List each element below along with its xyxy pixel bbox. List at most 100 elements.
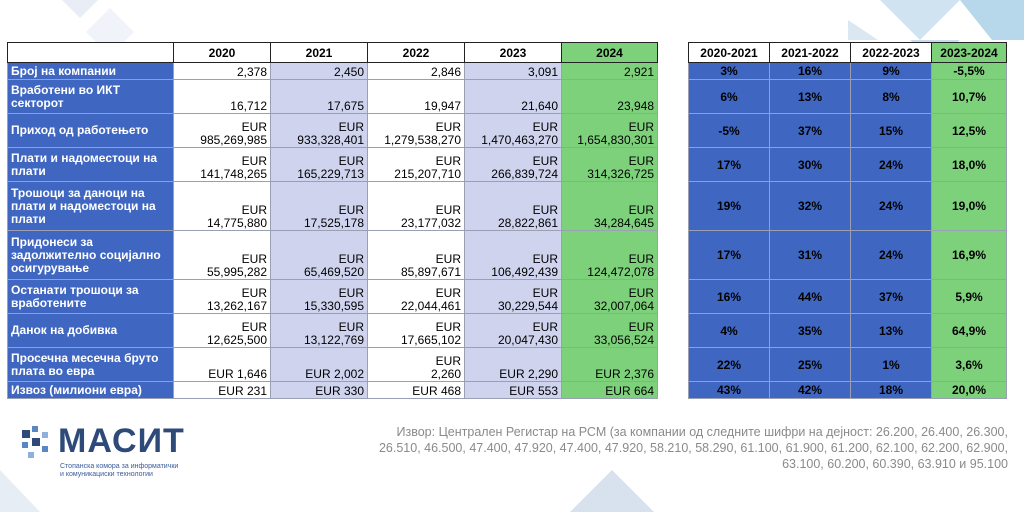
growth-cell: 42%: [769, 381, 851, 399]
header-period: 2020-2021: [688, 42, 770, 63]
value-cell: EUR 165,229,713: [270, 147, 368, 182]
header-year-highlight: 2024: [561, 42, 658, 63]
growth-cell: -5%: [688, 113, 770, 148]
value-cell: EUR 17,525,178: [270, 181, 368, 231]
logo-mark-icon: [22, 426, 48, 458]
ict-stats-table: 2020 2021 2022 2023 2024 Број на компани…: [7, 42, 658, 399]
growth-cell: 9%: [850, 62, 932, 80]
value-cell-highlight: EUR 664: [561, 381, 658, 399]
growth-cell: 43%: [688, 381, 770, 399]
table-row: Останати трошоци за вработените EUR 13,262,…: [7, 279, 658, 314]
growth-cell: 25%: [769, 347, 851, 382]
value-cell: 17,675: [270, 79, 368, 114]
pct-row: 16% 44% 37% 5,9%: [688, 279, 1007, 314]
growth-cell: 17%: [688, 230, 770, 280]
row-label: Данок на добивка: [7, 313, 174, 348]
pct-header-row: 2020-2021 2021-2022 2022-2023 2023-2024: [688, 42, 1007, 63]
value-cell: EUR 2,002: [270, 347, 368, 382]
header-year: 2020: [173, 42, 271, 63]
table-row: Плати и надоместоци на плати EUR 141,748,26…: [7, 147, 658, 182]
growth-cell: 19%: [688, 181, 770, 231]
source-line: 63.100, 60.200, 60.390, 63.910 и 95.100: [782, 457, 1008, 471]
growth-cell-highlight: 10,7%: [931, 79, 1007, 114]
growth-cell: 37%: [769, 113, 851, 148]
growth-cell-highlight: 19,0%: [931, 181, 1007, 231]
value-cell: EUR 231: [173, 381, 271, 399]
pct-row: 19% 32% 24% 19,0%: [688, 181, 1007, 231]
value-cell: EUR 20,047,430: [464, 313, 562, 348]
growth-cell: 4%: [688, 313, 770, 348]
growth-cell: 1%: [850, 347, 932, 382]
pct-row: -5% 37% 15% 12,5%: [688, 113, 1007, 148]
logo-subtitle: Стопанска комора за информатички и комун…: [60, 463, 179, 478]
growth-cell: 24%: [850, 230, 932, 280]
value-cell: EUR 17,665,102: [367, 313, 465, 348]
value-cell-highlight: EUR 124,472,078: [561, 230, 658, 280]
growth-cell-highlight: 64,9%: [931, 313, 1007, 348]
value-cell: 3,091: [464, 62, 562, 80]
value-cell: EUR 13,262,167: [173, 279, 271, 314]
table-row: Број на компании 2,378 2,450 2,846 3,091 2,92…: [7, 62, 658, 80]
growth-cell: 18%: [850, 381, 932, 399]
value-cell: EUR 106,492,439: [464, 230, 562, 280]
value-cell-highlight: EUR 2,376: [561, 347, 658, 382]
value-cell: EUR 330: [270, 381, 368, 399]
header-year: 2021: [270, 42, 368, 63]
value-cell: EUR 15,330,595: [270, 279, 368, 314]
value-cell: EUR 1,646: [173, 347, 271, 382]
growth-cell: 13%: [769, 79, 851, 114]
growth-cell: 16%: [688, 279, 770, 314]
table-row: Придонеси за задолжително социјално осигур…: [7, 230, 658, 280]
value-cell: EUR 65,469,520: [270, 230, 368, 280]
growth-cell: 13%: [850, 313, 932, 348]
table-row: Данок на добивка EUR 12,625,500 EUR 13,122,7…: [7, 313, 658, 348]
pct-row: 43% 42% 18% 20,0%: [688, 381, 1007, 399]
table-row: Трошоци за даноци на плати и надоместоци …: [7, 181, 658, 231]
value-cell: EUR 13,122,769: [270, 313, 368, 348]
header-year: 2023: [464, 42, 562, 63]
growth-cell: 16%: [769, 62, 851, 80]
logo-wordmark: МАСИТ: [58, 422, 185, 460]
header-year: 2022: [367, 42, 465, 63]
value-cell: EUR 22,044,461: [367, 279, 465, 314]
value-cell: EUR 2,290: [464, 347, 562, 382]
growth-cell: 6%: [688, 79, 770, 114]
growth-cell-highlight: 18,0%: [931, 147, 1007, 182]
value-cell: EUR 553: [464, 381, 562, 399]
header-blank-cell: [7, 42, 174, 63]
header-period: 2021-2022: [769, 42, 851, 63]
masit-logo: МАСИТ Стопанска комора за информатички и…: [20, 422, 260, 482]
row-label: Плати и надоместоци на плати: [7, 147, 174, 182]
value-cell: 16,712: [173, 79, 271, 114]
growth-cell: 37%: [850, 279, 932, 314]
growth-cell: 30%: [769, 147, 851, 182]
value-cell: EUR 23,177,032: [367, 181, 465, 231]
value-cell: EUR 2,260: [367, 347, 465, 382]
pct-row: 6% 13% 8% 10,7%: [688, 79, 1007, 114]
value-cell: EUR 1,279,538,270: [367, 113, 465, 148]
row-label: Приход од работењето: [7, 113, 174, 148]
value-cell: EUR 30,229,544: [464, 279, 562, 314]
growth-cell: 31%: [769, 230, 851, 280]
pct-row: 17% 30% 24% 18,0%: [688, 147, 1007, 182]
pct-row: 4% 35% 13% 64,9%: [688, 313, 1007, 348]
row-label: Просечна месечна бруто плата во евра: [7, 347, 174, 382]
value-cell-highlight: EUR 33,056,524: [561, 313, 658, 348]
table-row: Вработени во ИКТ секторот 16,712 17,675 19,9…: [7, 79, 658, 114]
growth-cell: 17%: [688, 147, 770, 182]
value-cell: EUR 14,775,880: [173, 181, 271, 231]
value-cell: EUR 933,328,401: [270, 113, 368, 148]
growth-percent-table: 2020-2021 2021-2022 2022-2023 2023-2024 …: [688, 42, 1007, 399]
value-cell: 2,846: [367, 62, 465, 80]
row-label: Вработени во ИКТ секторот: [7, 79, 174, 114]
value-cell: EUR 55,995,282: [173, 230, 271, 280]
table-row: Извоз (милиони евра) EUR 231 EUR 330 EUR 46…: [7, 381, 658, 399]
growth-cell-highlight: 16,9%: [931, 230, 1007, 280]
growth-cell: 32%: [769, 181, 851, 231]
growth-cell-highlight: 12,5%: [931, 113, 1007, 148]
value-cell: EUR 468: [367, 381, 465, 399]
header-period-highlight: 2023-2024: [931, 42, 1007, 63]
value-cell-highlight: 23,948: [561, 79, 658, 114]
row-label: Придонеси за задолжително социјално осигур…: [7, 230, 174, 280]
table-row: Приход од работењето EUR 985,269,985 EUR 933…: [7, 113, 658, 148]
